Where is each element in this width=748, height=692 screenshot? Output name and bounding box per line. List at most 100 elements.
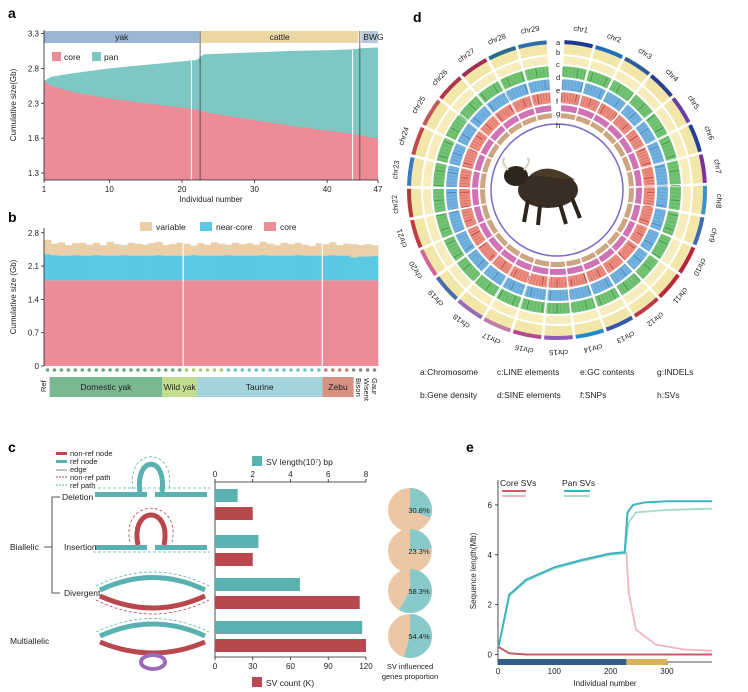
line-stripe <box>517 73 521 83</box>
bar-near-core <box>252 255 261 281</box>
gc-stripe <box>563 93 566 102</box>
ring-indels <box>480 189 487 205</box>
bar-near-core <box>148 255 156 281</box>
line-stripe <box>452 249 460 255</box>
chromosome-label: chr6 <box>702 125 716 142</box>
line-stripe <box>480 93 487 101</box>
line-stripe <box>583 70 586 80</box>
sine-stripe <box>450 162 460 165</box>
group-bar <box>322 377 354 397</box>
sine-stripe <box>622 266 629 274</box>
track-letter: g <box>556 109 560 118</box>
gc-stripe <box>639 154 648 158</box>
gc-stripe <box>583 273 588 283</box>
sine-stripe <box>523 286 527 295</box>
sine-stripe <box>589 85 593 95</box>
line-stripe <box>636 271 643 279</box>
sv-length-bar <box>215 489 238 502</box>
ring-sine <box>646 141 665 165</box>
sine-stripe <box>654 162 664 165</box>
line-stripe <box>668 162 678 166</box>
non-ref-path <box>128 508 174 543</box>
gc-stripe <box>598 103 603 111</box>
line-stripe <box>456 255 464 261</box>
sine-stripe <box>656 204 666 207</box>
sine-stripe <box>626 110 633 117</box>
gc-stripe <box>595 102 600 111</box>
bar-core <box>357 280 365 366</box>
bar-variable <box>231 242 240 256</box>
sine-stripe <box>657 175 667 178</box>
gc-stripe <box>637 226 646 231</box>
gc-stripe <box>616 117 622 124</box>
circos-legend-item: h:SVs <box>657 390 680 400</box>
line-stripe <box>645 111 653 118</box>
gc-stripe <box>621 252 627 258</box>
gc-stripe <box>638 148 646 153</box>
ring-indels <box>505 243 521 257</box>
line-stripe <box>471 271 478 279</box>
sv-count-bar <box>215 639 366 652</box>
ring-gc <box>461 148 479 170</box>
bar-near-core <box>190 255 198 281</box>
line-stripe <box>658 134 667 139</box>
sine-stripe <box>478 112 486 120</box>
line-stripe <box>483 91 490 99</box>
group-label-BWG: BWG <box>363 32 383 42</box>
bar-core <box>50 280 59 366</box>
bar-core <box>336 280 344 366</box>
ring-line <box>496 288 522 308</box>
gc-stripe <box>591 270 596 280</box>
bar-variable <box>183 243 191 256</box>
y-tick-label: 2.1 <box>28 262 40 271</box>
line-stripe <box>618 86 625 95</box>
ring-gene-density <box>448 264 472 289</box>
sine-stripe <box>458 140 468 145</box>
group-strip <box>498 659 627 666</box>
ring-indels <box>496 131 511 146</box>
ring-indels <box>580 252 597 263</box>
gc-stripe <box>642 213 651 217</box>
ring-snps <box>490 125 506 142</box>
sine-stripe <box>657 198 667 200</box>
chromosome-band <box>483 317 512 333</box>
gc-stripe <box>481 244 489 251</box>
gc-stripe <box>499 111 505 119</box>
bar-variable <box>371 245 379 257</box>
bar-near-core <box>141 255 149 281</box>
line-stripe <box>492 84 499 93</box>
line-stripe <box>454 121 463 127</box>
sine-stripe <box>447 198 457 200</box>
ring-chromosome <box>442 79 469 106</box>
bar-core <box>141 280 149 366</box>
line-stripe <box>593 73 597 83</box>
gc-stripe <box>575 275 579 285</box>
gc-stripe <box>603 265 609 273</box>
gc-stripe <box>460 197 469 199</box>
sample-dot <box>52 368 57 372</box>
bar-core <box>99 280 107 366</box>
ring-indels <box>623 203 633 219</box>
sine-stripe <box>455 146 465 151</box>
chromosome-label: chr19 <box>426 288 445 308</box>
gc-stripe <box>487 121 494 127</box>
sv-length-bar <box>215 578 300 591</box>
line-stripe <box>563 303 565 313</box>
bar-near-core <box>71 255 80 281</box>
ring-sine <box>649 208 667 231</box>
x-tick-label: 100 <box>548 667 562 676</box>
ring-line <box>668 186 681 211</box>
sv-length-bar <box>215 535 259 548</box>
line-stripe <box>653 124 662 130</box>
ring-snps <box>622 220 636 238</box>
line-stripe <box>669 206 679 209</box>
chromosome-label: chr1 <box>573 24 589 35</box>
ring-line <box>616 272 642 296</box>
ring-indels <box>536 113 552 121</box>
sine-stripe <box>492 272 499 280</box>
y-tick-label: 6 <box>488 501 493 510</box>
ring-gc <box>641 166 655 186</box>
line-stripe <box>664 226 674 231</box>
bar-core <box>224 280 233 366</box>
gc-stripe <box>609 111 615 119</box>
